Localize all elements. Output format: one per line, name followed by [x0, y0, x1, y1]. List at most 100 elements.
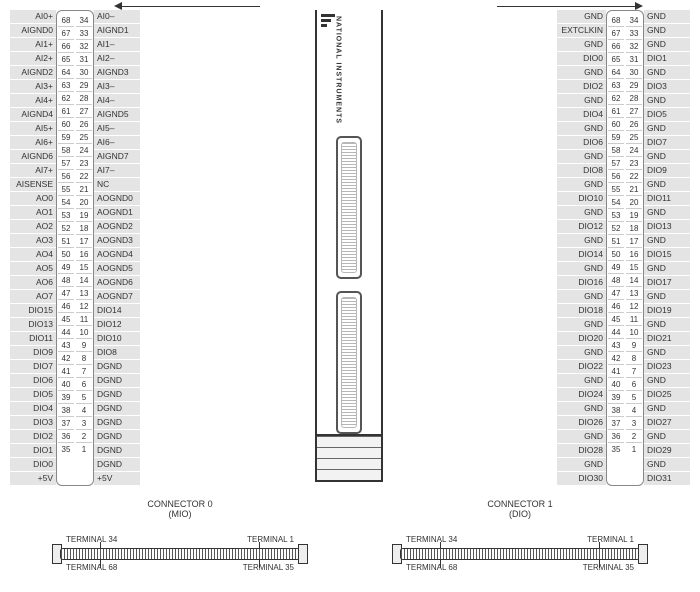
- connector0-labels-left: AI0+AIGND0AI1+AI2+AIGND2AI3+AI4+AIGND4AI…: [10, 10, 56, 486]
- pin-number: 31: [626, 53, 642, 66]
- pin-label: GND: [644, 318, 690, 331]
- pin-number: 44: [58, 326, 74, 339]
- pin-label: GND: [644, 234, 690, 247]
- pin-label: AIGND7: [94, 150, 140, 163]
- pin-label: DIO14: [557, 248, 606, 261]
- pin-label: DIO13: [10, 318, 56, 331]
- pin-label: GND: [644, 122, 690, 135]
- pin-label: AIGND6: [10, 150, 56, 163]
- pin-number: 48: [608, 274, 624, 287]
- pin-number: 27: [76, 105, 92, 118]
- pin-label: DGND: [94, 360, 140, 373]
- pin-label: GND: [644, 206, 690, 219]
- pin-label: DIO24: [557, 388, 606, 401]
- pin-label: DIO7: [10, 360, 56, 373]
- pin-label: DIO21: [644, 332, 690, 345]
- pin-number: 35: [58, 443, 74, 456]
- pin-number: 11: [626, 313, 642, 326]
- pin-label: DIO15: [10, 304, 56, 317]
- pin-number: 28: [76, 92, 92, 105]
- pin-number: 42: [58, 352, 74, 365]
- pin-label: AO7: [10, 290, 56, 303]
- pin-label: AI4–: [94, 94, 140, 107]
- device-connector-bottom-icon: [336, 291, 362, 434]
- pin-label: DIO1: [10, 444, 56, 457]
- pin-label: DIO14: [94, 304, 140, 317]
- device-connector-top-icon: [336, 136, 362, 279]
- pin-number: 56: [58, 170, 74, 183]
- pin-label: DIO3: [644, 80, 690, 93]
- pin-number: 57: [608, 157, 624, 170]
- pin-number: 20: [76, 196, 92, 209]
- connector1-term-68: TERMINAL 68: [406, 564, 457, 572]
- pin-label: GND: [557, 262, 606, 275]
- pin-number: 26: [626, 118, 642, 131]
- pin-label: DIO4: [10, 402, 56, 415]
- pin-number: 14: [626, 274, 642, 287]
- pin-number: 37: [608, 417, 624, 430]
- pin-number: 62: [58, 92, 74, 105]
- pin-number: 59: [58, 131, 74, 144]
- connector0-pins-b: 3433323130292827262524232221201918171615…: [75, 10, 94, 486]
- connector0-block: AI0+AIGND0AI1+AI2+AIGND2AI3+AI4+AIGND4AI…: [10, 10, 140, 486]
- pin-label: GND: [644, 66, 690, 79]
- device-brand: NATIONAL INSTRUMENTS: [335, 16, 344, 124]
- pin-number: 67: [608, 27, 624, 40]
- pin-label: DIO2: [10, 430, 56, 443]
- pin-number: 63: [58, 79, 74, 92]
- pin-label: GND: [644, 430, 690, 443]
- pin-number: 52: [608, 222, 624, 235]
- pin-label: GND: [557, 430, 606, 443]
- connector0-subtitle: (MIO): [169, 509, 192, 519]
- pin-number: 40: [58, 378, 74, 391]
- pin-label: AI2–: [94, 52, 140, 65]
- pin-number: 32: [76, 40, 92, 53]
- pin-number: 13: [76, 287, 92, 300]
- pin-number: 39: [608, 391, 624, 404]
- pin-number: 34: [626, 14, 642, 27]
- pin-number: 26: [76, 118, 92, 131]
- connector1-pins-a: 6867666564636261605958575655545352515049…: [606, 10, 625, 486]
- pin-number: 4: [626, 404, 642, 417]
- pin-number: 19: [76, 209, 92, 222]
- connector1-side: CONNECTOR 1 (DIO) TERMINAL 34 TERMINAL 1…: [390, 500, 650, 582]
- pin-label: AO2: [10, 220, 56, 233]
- pin-label: AIGND3: [94, 66, 140, 79]
- connector0-term-1: TERMINAL 1: [247, 536, 294, 544]
- pin-number: 15: [626, 261, 642, 274]
- pin-label: AOGND4: [94, 248, 140, 261]
- pin-number: 37: [58, 417, 74, 430]
- pin-number: 21: [76, 183, 92, 196]
- pin-label: GND: [557, 234, 606, 247]
- pin-label: DIO10: [557, 192, 606, 205]
- pin-number: 51: [608, 235, 624, 248]
- pin-number: 68: [608, 14, 624, 27]
- pin-number: 38: [608, 404, 624, 417]
- pin-label: DIO17: [644, 276, 690, 289]
- pin-label: GND: [557, 122, 606, 135]
- pin-number: 2: [76, 430, 92, 443]
- pin-number: 53: [58, 209, 74, 222]
- pin-label: AIGND4: [10, 108, 56, 121]
- pin-label: AOGND5: [94, 262, 140, 275]
- pin-number: 24: [626, 144, 642, 157]
- connector0-term-34: TERMINAL 34: [66, 536, 117, 544]
- pin-label: AISENSE: [10, 178, 56, 191]
- pin-label: DIO23: [644, 360, 690, 373]
- pin-number: 14: [76, 274, 92, 287]
- pin-label: AIGND2: [10, 66, 56, 79]
- pin-number: 5: [626, 391, 642, 404]
- pin-number: 21: [626, 183, 642, 196]
- pin-number: 50: [58, 248, 74, 261]
- pin-number: 65: [608, 53, 624, 66]
- pin-label: GND: [644, 38, 690, 51]
- pin-label: DIO0: [557, 52, 606, 65]
- pin-number: 27: [626, 105, 642, 118]
- pin-number: 38: [58, 404, 74, 417]
- pin-number: 3: [626, 417, 642, 430]
- pin-label: DIO19: [644, 304, 690, 317]
- pin-label: GND: [557, 10, 606, 23]
- pin-number: 31: [76, 53, 92, 66]
- pin-number: 12: [76, 300, 92, 313]
- pin-number: 22: [626, 170, 642, 183]
